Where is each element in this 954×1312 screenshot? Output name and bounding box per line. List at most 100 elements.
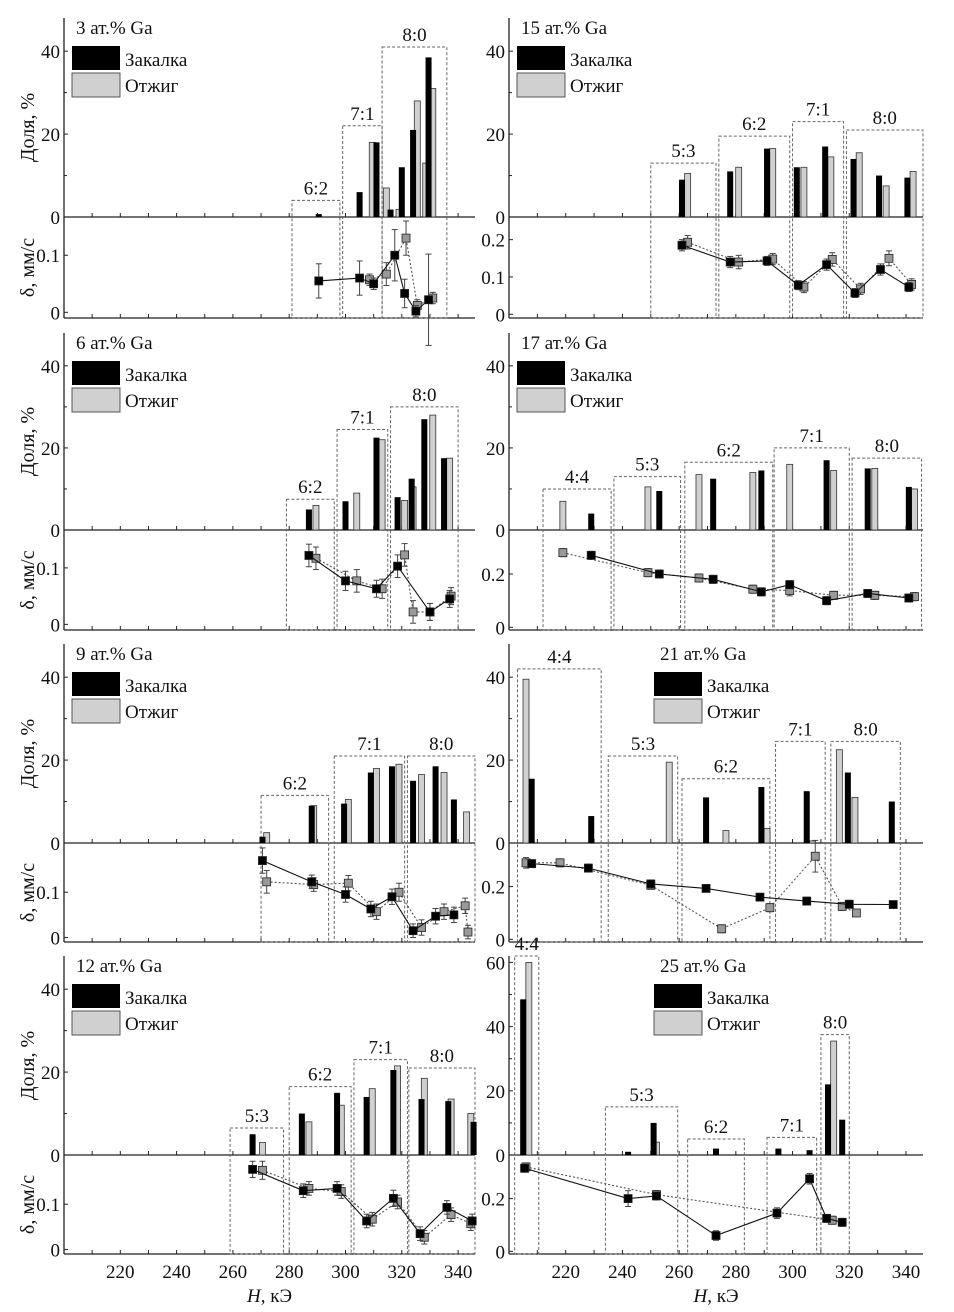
group-label: 7:1 — [357, 734, 381, 755]
bar-quench — [713, 1148, 719, 1155]
y-tick-label: 0 — [496, 521, 506, 542]
bar-quench — [342, 501, 349, 530]
bar-anneal — [463, 811, 470, 844]
bar-quench — [775, 1148, 782, 1155]
y-tick-label: 40 — [486, 668, 505, 689]
legend-swatch-anneal — [516, 387, 566, 413]
group-label: 5:3 — [635, 455, 659, 476]
bar-quench — [418, 1099, 425, 1155]
x-tick-label: 260 — [665, 1262, 694, 1283]
bar-quench — [432, 766, 439, 843]
group-label: 8:0 — [875, 436, 899, 457]
bar-anneal — [809, 840, 816, 844]
bar-quench — [445, 1101, 452, 1155]
bar-quench — [793, 167, 800, 217]
y-tick-label: 0 — [51, 1146, 61, 1167]
bar-anneal — [786, 463, 794, 531]
bar-anneal — [525, 962, 533, 1156]
bar-quench — [408, 478, 415, 530]
delta-quench-line — [591, 554, 909, 602]
bar-quench — [727, 171, 734, 217]
delta-anneal-point — [258, 1165, 267, 1175]
delta-tick-label: 0.1 — [36, 559, 60, 580]
bar-quench — [864, 468, 871, 530]
delta-quench-point — [314, 276, 324, 286]
delta-quench-point — [623, 1194, 633, 1203]
bar-quench — [588, 513, 595, 530]
delta-quench-point — [904, 282, 914, 292]
bar-quench — [888, 801, 895, 843]
bar-quench — [373, 142, 380, 217]
delta-anneal-point — [643, 568, 653, 578]
y-tick-label: 40 — [41, 668, 60, 689]
y-tick-label: 20 — [486, 125, 505, 146]
group-label: 7:1 — [780, 1115, 804, 1136]
bar-anneal — [259, 1142, 266, 1156]
x-tick-label: 300 — [778, 1262, 807, 1283]
bar-quench — [363, 1096, 370, 1155]
delta-quench-point — [258, 856, 267, 865]
legend-label-anneal: Отжиг — [125, 391, 179, 412]
bar-anneal — [800, 166, 808, 218]
y-tick-label: 20 — [41, 751, 60, 772]
x-tick-label: 240 — [608, 1262, 637, 1283]
bar-quench — [298, 1113, 305, 1155]
delta-quench-point — [822, 596, 831, 606]
group-box — [333, 755, 406, 943]
delta-tick-label: 0.2 — [481, 1190, 505, 1211]
legend-label-quench: Закалка — [125, 365, 188, 386]
bar-quench — [441, 458, 448, 530]
delta-quench-point — [876, 265, 885, 274]
delta-quench-point — [755, 892, 765, 902]
bar-quench — [905, 486, 912, 530]
group-box — [517, 668, 602, 943]
bar-quench — [625, 1151, 632, 1155]
delta-quench-line — [262, 860, 454, 932]
group-box — [260, 794, 330, 943]
y-axis-label: Доля, % — [17, 1031, 39, 1100]
bar-quench — [876, 175, 883, 217]
bar-quench — [822, 146, 829, 217]
bar-anneal — [440, 772, 448, 844]
bar-anneal — [378, 439, 386, 531]
bar-anneal — [395, 763, 403, 844]
group-label: 6:2 — [717, 440, 741, 461]
delta-axis-label: δ, мм/с — [17, 550, 39, 609]
legend-swatch-quench — [72, 672, 120, 696]
group-box — [718, 135, 791, 319]
legend-swatch-quench — [72, 46, 120, 70]
group-label: 7:1 — [806, 100, 830, 121]
x-tick-label: 340 — [444, 1262, 473, 1283]
delta-quench-point — [415, 1229, 425, 1239]
delta-quench-point — [802, 896, 812, 906]
y-tick-label: 20 — [486, 1082, 505, 1103]
x-tick-label: 320 — [835, 1262, 864, 1283]
panel-2: 0 20 40 0 0.1 Доля, % δ, мм/с 6:2 7:1 8:0 6 ат.% G… — [17, 333, 475, 636]
delta-tick-label: 0.1 — [36, 246, 60, 267]
legend-swatch-anneal — [653, 698, 703, 724]
delta-quench-point — [863, 589, 873, 598]
delta-anneal-point — [401, 233, 411, 243]
y-tick-label: 0 — [51, 834, 61, 855]
delta-quench-point — [341, 890, 350, 899]
group-label: 8:0 — [430, 1046, 454, 1067]
bar-quench — [410, 780, 417, 843]
bar-anneal — [429, 414, 437, 531]
delta-quench-point — [411, 306, 421, 316]
x-tick-label: 280 — [275, 1262, 304, 1283]
legend-swatch-quench — [654, 672, 702, 696]
panel-title: 25 ат.% Ga — [660, 956, 747, 977]
delta-tick-label: 0.1 — [36, 883, 60, 904]
delta-quench-point — [332, 1184, 342, 1193]
panel-title: 6 ат.% Ga — [76, 333, 153, 354]
group-label: 6:2 — [704, 1117, 728, 1138]
delta-quench-point — [850, 288, 860, 298]
y-tick-label: 0 — [51, 208, 61, 229]
bar-quench — [305, 509, 312, 530]
delta-quench-point — [393, 561, 402, 571]
group-label: 7:1 — [350, 104, 374, 125]
delta-tick-label: 0.1 — [481, 268, 505, 289]
group-box — [775, 740, 826, 943]
legend-swatch-anneal — [653, 1010, 703, 1036]
